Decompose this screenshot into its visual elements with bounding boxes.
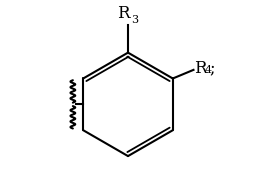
Text: 3: 3 xyxy=(131,15,138,25)
Text: R: R xyxy=(118,5,130,23)
Text: 4: 4 xyxy=(205,65,212,75)
Text: R: R xyxy=(194,60,207,77)
Text: ;: ; xyxy=(209,60,215,77)
